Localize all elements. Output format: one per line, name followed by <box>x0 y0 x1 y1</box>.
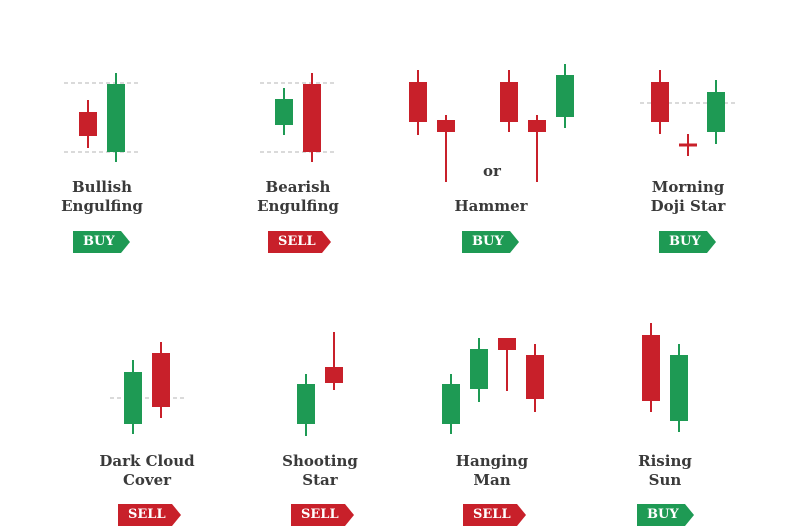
label-line: Hanging <box>455 452 529 470</box>
star-candle <box>325 367 343 383</box>
dark-cloud-cover-candles <box>124 342 170 434</box>
signal-badge-buy: BUY <box>637 504 694 526</box>
label-line: Hammer <box>454 197 528 215</box>
rising-sun-candles <box>642 323 688 432</box>
label-line: Bullish <box>71 178 133 196</box>
signal-text: BUY <box>73 231 121 253</box>
signal-text: BUY <box>659 231 707 253</box>
pattern-label-morning-doji-star: Morning Doji Star <box>618 178 758 216</box>
bullish-engulfing-candles <box>79 73 125 162</box>
bear-candle <box>409 82 427 122</box>
pattern-label-hammer: Hammer <box>421 197 561 216</box>
bear-candle <box>303 84 321 152</box>
signal-badge-sell: SELL <box>463 504 526 526</box>
label-line: Engulfing <box>257 197 339 215</box>
hanging-man-candle <box>498 338 516 350</box>
bear-candle <box>79 112 97 136</box>
or-text: or <box>483 162 501 180</box>
label-line: Engulfing <box>61 197 143 215</box>
pattern-label-shooting-star: Shooting Star <box>250 452 390 490</box>
bear-candle <box>642 335 660 401</box>
bull-candle <box>707 92 725 132</box>
morning-doji-star-candles <box>651 70 725 156</box>
signal-badge-sell: SELL <box>268 231 331 253</box>
pattern-label-dark-cloud-cover: Dark Cloud Cover <box>77 452 217 490</box>
pattern-label-hanging-man: Hanging Man <box>422 452 562 490</box>
bull-candle <box>442 384 460 424</box>
signal-text: SELL <box>463 504 517 526</box>
signal-text: BUY <box>637 504 685 526</box>
hammer-candles-a <box>409 70 455 182</box>
bear-candle <box>651 82 669 122</box>
signal-text: SELL <box>291 504 345 526</box>
bull-candle <box>124 372 142 424</box>
label-line: Cover <box>122 471 172 489</box>
bear-candle <box>526 355 544 399</box>
hammer-candle <box>528 120 546 132</box>
signal-text: BUY <box>462 231 510 253</box>
signal-badge-buy: BUY <box>659 231 716 253</box>
hanging-man-candles <box>442 338 544 434</box>
hammer-candle <box>437 120 455 132</box>
signal-text: SELL <box>118 504 172 526</box>
bear-candle <box>152 353 170 407</box>
pattern-label-rising-sun: Rising Sun <box>595 452 735 490</box>
bull-candle <box>470 349 488 389</box>
label-line: Morning <box>651 178 725 196</box>
label-line: Shooting <box>282 452 358 470</box>
bear-candle <box>500 82 518 122</box>
signal-badge-sell: SELL <box>291 504 354 526</box>
label-line: Star <box>302 471 338 489</box>
signal-text: SELL <box>268 231 322 253</box>
bull-candle <box>556 75 574 117</box>
bearish-engulfing-candles <box>275 73 321 162</box>
signal-badge-buy: BUY <box>73 231 130 253</box>
label-line: Sun <box>648 471 682 489</box>
label-line: Doji Star <box>650 197 726 215</box>
bull-candle <box>275 99 293 125</box>
pattern-label-bearish-engulfing: Bearish Engulfing <box>228 178 368 216</box>
shooting-star-candles <box>297 332 343 436</box>
label-line: Dark Cloud <box>99 452 195 470</box>
bull-candle <box>297 384 315 424</box>
bull-candle <box>670 355 688 421</box>
hammer-candles-b <box>500 64 574 182</box>
bull-candle <box>107 84 125 152</box>
signal-badge-sell: SELL <box>118 504 181 526</box>
label-line: Bearish <box>265 178 331 196</box>
pattern-label-bullish-engulfing: Bullish Engulfing <box>32 178 172 216</box>
label-line: Rising <box>638 452 692 470</box>
signal-badge-buy: BUY <box>462 231 519 253</box>
label-line: Man <box>473 471 511 489</box>
